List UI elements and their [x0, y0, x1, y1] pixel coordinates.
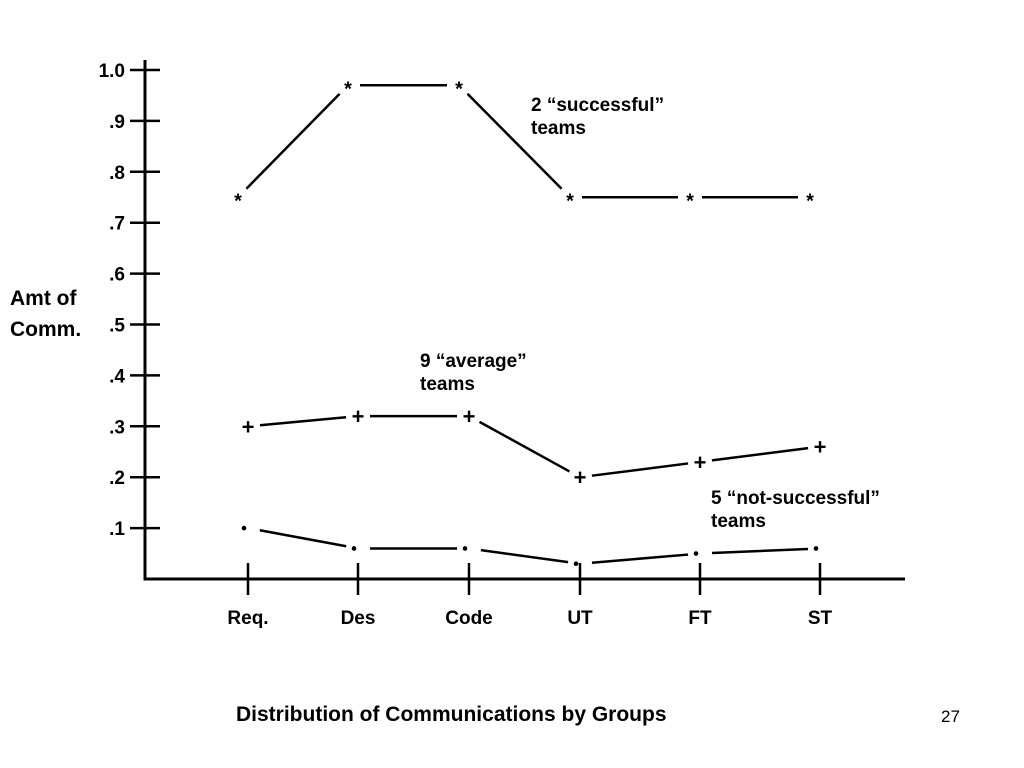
- series-line-segment: [591, 553, 689, 564]
- series-line-segment: [259, 529, 347, 548]
- y-tick-label: .5: [109, 316, 125, 337]
- x-tick-label: ST: [808, 608, 833, 629]
- data-point-dot: [462, 546, 468, 551]
- y-tick-label: .7: [109, 214, 125, 235]
- data-point-plus: +: [814, 435, 827, 460]
- data-point-plus: +: [463, 404, 476, 429]
- series-line-segment: [259, 415, 347, 427]
- slide-title: Distribution of Communications by Groups: [236, 703, 667, 726]
- x-tick-label: Des: [341, 608, 376, 629]
- data-point-star: *: [686, 190, 694, 212]
- x-tick-label: FT: [688, 608, 712, 629]
- y-tick-label: .3: [109, 417, 125, 438]
- x-tick-label: Code: [445, 608, 493, 629]
- data-point-star: *: [344, 78, 352, 100]
- series-label-average: 9 “average” teams: [420, 351, 527, 395]
- series-line-segment: [466, 92, 563, 190]
- data-point-dot: [573, 561, 579, 567]
- series-line-segment: [245, 92, 341, 190]
- chart-series: * * * * * * + + + + + +: [234, 78, 827, 567]
- y-tick-label: .9: [109, 112, 125, 133]
- x-tick-label: UT: [567, 608, 593, 629]
- y-tick-label: 1.0: [99, 61, 125, 82]
- chart-axes: [143, 60, 905, 581]
- x-tick-label: Req.: [227, 608, 268, 629]
- data-point-dot: [351, 546, 357, 551]
- y-axis-label: Amt of Comm.: [10, 287, 82, 341]
- data-point-star: *: [234, 190, 242, 212]
- data-point-plus: +: [574, 465, 587, 490]
- y-tick-label: .1: [109, 519, 125, 540]
- series-line-segment: [478, 420, 571, 473]
- y-tick-label: .2: [109, 468, 125, 489]
- data-point-dot: [693, 551, 699, 556]
- series-1: + + + + + +: [242, 404, 827, 490]
- data-point-dot: [241, 525, 247, 531]
- data-point-plus: +: [242, 414, 255, 439]
- data-point-star: *: [566, 190, 574, 212]
- data-point-dot: [813, 546, 819, 551]
- series-line-segment: [711, 446, 809, 462]
- y-tick-label: .4: [109, 366, 125, 387]
- series-line-segment: [711, 547, 809, 555]
- data-point-plus: +: [352, 404, 365, 429]
- data-point-star: *: [455, 78, 463, 100]
- series-line-segment: [591, 462, 689, 477]
- x-axis-ticks: Req. Des Code UT FT ST: [227, 563, 833, 629]
- page-number: 27: [941, 707, 960, 726]
- series-0: * * * * * *: [234, 78, 814, 212]
- series-label-not-successful: 5 “not-successful” teams: [711, 488, 880, 532]
- y-axis-ticks: .1 .2 .3 .4 .5 .6 .7 .8 .9 1.0: [99, 61, 160, 540]
- y-tick-label: .8: [109, 163, 125, 184]
- series-2: [241, 525, 819, 567]
- y-tick-label: .6: [109, 265, 125, 286]
- data-point-plus: +: [694, 450, 707, 475]
- series-label-successful: 2 “successful” teams: [531, 95, 665, 139]
- data-point-star: *: [806, 190, 814, 212]
- series-line-segment: [480, 548, 569, 564]
